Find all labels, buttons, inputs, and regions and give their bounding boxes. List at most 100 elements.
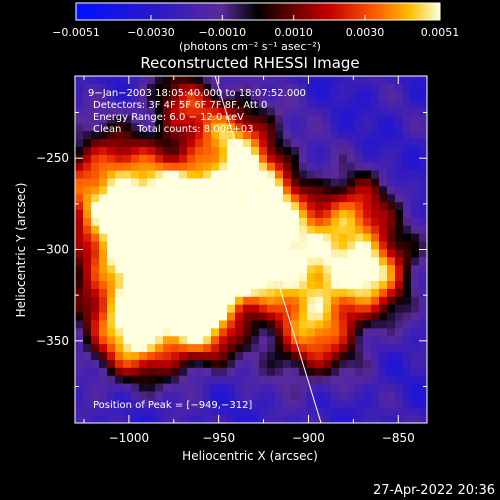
heatmap-cell xyxy=(179,257,188,266)
heatmap-cell xyxy=(403,336,412,345)
heatmap-cell xyxy=(179,115,188,124)
heatmap-cell xyxy=(347,415,356,423)
x-tick-label: −850 xyxy=(382,431,415,445)
heatmap-cell xyxy=(243,202,252,211)
heatmap-cell xyxy=(403,407,412,416)
heatmap-cell xyxy=(299,139,308,148)
heatmap-cell xyxy=(211,359,220,369)
heatmap-cell xyxy=(395,91,404,101)
heatmap-cell xyxy=(307,249,316,258)
heatmap-cell xyxy=(203,367,212,377)
heatmap-cell xyxy=(283,178,292,188)
heatmap-cell xyxy=(267,304,276,314)
heatmap-cell xyxy=(283,312,292,322)
heatmap-cell xyxy=(147,273,156,282)
heatmap-cell xyxy=(99,375,108,385)
heatmap-cell xyxy=(363,304,372,314)
heatmap-cell xyxy=(411,202,420,211)
heatmap-cell xyxy=(171,210,180,219)
heatmap-cell xyxy=(187,202,196,211)
heatmap-cell xyxy=(235,178,244,188)
heatmap-cell xyxy=(291,154,300,164)
heatmap-cell xyxy=(211,407,220,416)
heatmap-cell xyxy=(379,281,388,290)
heatmap-cell xyxy=(379,407,388,416)
heatmap-cell xyxy=(243,249,252,258)
heatmap-cell xyxy=(283,225,292,235)
heatmap-cell xyxy=(211,265,220,274)
heatmap-cell xyxy=(91,296,100,306)
heatmap-cell xyxy=(163,367,172,377)
heatmap-cell xyxy=(291,210,300,219)
heatmap-cell xyxy=(267,123,276,132)
heatmap-cell xyxy=(99,91,108,101)
heatmap-cell xyxy=(379,123,388,132)
heatmap-cell xyxy=(275,265,284,274)
heatmap-cell xyxy=(155,123,164,132)
heatmap-cell xyxy=(315,146,324,156)
heatmap-cell xyxy=(243,217,252,227)
heatmap-cell xyxy=(83,115,92,124)
heatmap-cell xyxy=(339,210,348,219)
heatmap-cell xyxy=(315,328,324,337)
heatmap-cell xyxy=(339,170,348,180)
heatmap-cell xyxy=(387,328,396,337)
heatmap-cell xyxy=(243,241,252,251)
heatmap-cell xyxy=(307,139,316,148)
heatmap-cell xyxy=(203,115,212,124)
heatmap-cell xyxy=(323,328,332,337)
heatmap-cell xyxy=(331,328,340,337)
heatmap-cell xyxy=(323,288,332,298)
heatmap-cell xyxy=(75,186,84,195)
heatmap-cell xyxy=(243,273,252,282)
heatmap-cell xyxy=(203,257,212,266)
heatmap-cell xyxy=(243,107,252,117)
heatmap-cell xyxy=(379,383,388,393)
heatmap-cell xyxy=(75,288,84,298)
heatmap-cell xyxy=(355,99,364,109)
heatmap-cell xyxy=(235,328,244,337)
heatmap-cell xyxy=(83,249,92,258)
heatmap-cell xyxy=(283,241,292,251)
heatmap-cell xyxy=(283,170,292,180)
heatmap-cell xyxy=(99,257,108,266)
heatmap-cell xyxy=(195,139,204,148)
heatmap-cell xyxy=(211,375,220,385)
heatmap-cell xyxy=(307,375,316,385)
heatmap-cell xyxy=(259,115,268,124)
heatmap-cell xyxy=(379,131,388,140)
heatmap-cell xyxy=(315,391,324,400)
annotation-energy-range: Energy Range: 6.0 − 12.0 keV xyxy=(93,112,244,123)
heatmap-cell xyxy=(243,352,252,361)
heatmap-cell xyxy=(139,131,148,140)
heatmap-cell xyxy=(315,107,324,117)
heatmap-cell xyxy=(283,76,292,85)
heatmap-cell xyxy=(179,107,188,117)
heatmap-cell xyxy=(107,146,116,156)
heatmap-cell xyxy=(331,304,340,314)
heatmap-cell xyxy=(203,76,212,85)
heatmap-cell xyxy=(323,257,332,266)
heatmap-cell xyxy=(203,328,212,337)
heatmap-cell xyxy=(363,407,372,416)
y-tick-label: −300 xyxy=(36,243,69,257)
heatmap-cell xyxy=(291,336,300,345)
heatmap-cell xyxy=(171,312,180,322)
heatmap-cell xyxy=(291,344,300,353)
heatmap-cell xyxy=(387,186,396,195)
heatmap-cell xyxy=(123,210,132,219)
heatmap-cell xyxy=(91,123,100,132)
heatmap-cell xyxy=(323,304,332,314)
heatmap-cell xyxy=(155,281,164,290)
heatmap-cell xyxy=(155,288,164,298)
heatmap-cell xyxy=(163,336,172,345)
heatmap-cell xyxy=(115,107,124,117)
heatmap-cell xyxy=(155,383,164,393)
heatmap-cell xyxy=(187,257,196,266)
heatmap-cell xyxy=(259,312,268,322)
heatmap-cell xyxy=(387,352,396,361)
heatmap-cell xyxy=(179,76,188,85)
heatmap-cell xyxy=(139,288,148,298)
heatmap-cell xyxy=(339,415,348,423)
heatmap-cell xyxy=(411,225,420,235)
